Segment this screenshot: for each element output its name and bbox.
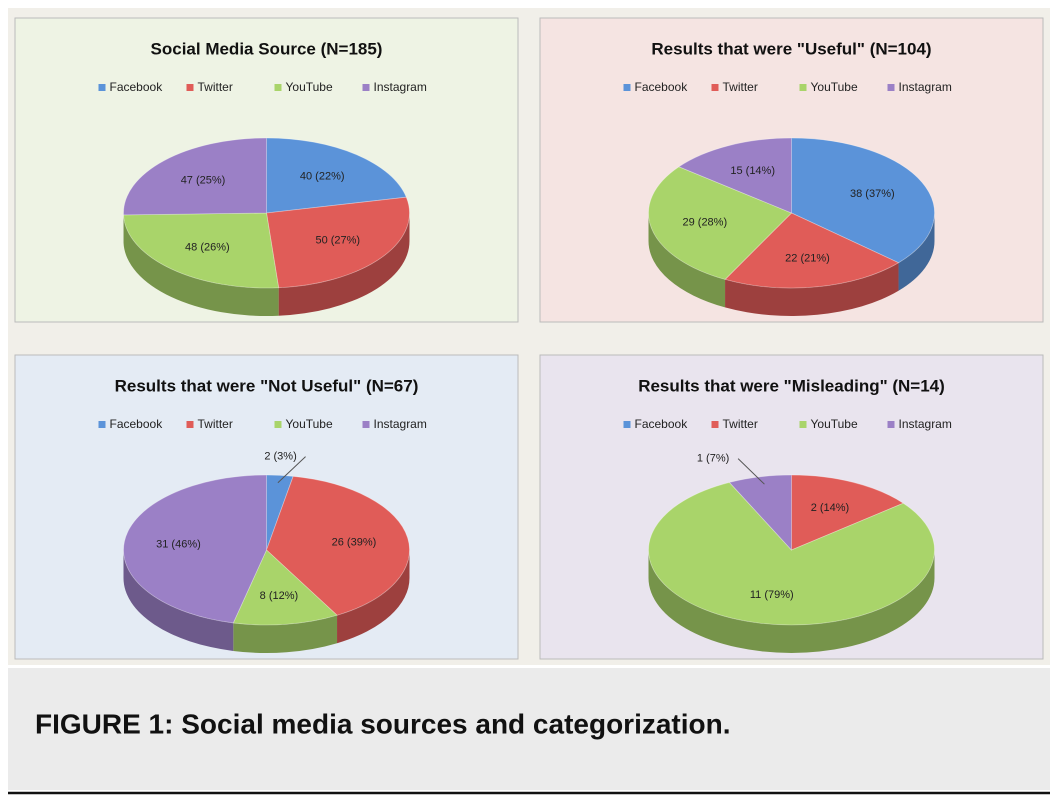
slice-side bbox=[123, 550, 234, 651]
data-label: 38 (37%) bbox=[850, 188, 895, 200]
slice bbox=[648, 481, 935, 626]
legend-label: Facebook bbox=[635, 80, 689, 94]
slice bbox=[266, 474, 294, 551]
data-label: 22 (21%) bbox=[785, 253, 830, 265]
legend-label: Twitter bbox=[198, 80, 233, 94]
data-label: 8 (12%) bbox=[260, 590, 299, 602]
legend-label: Instagram bbox=[899, 417, 952, 431]
data-label: 50 (27%) bbox=[315, 235, 360, 247]
legend-swatch bbox=[274, 421, 282, 428]
legend-label: Instagram bbox=[899, 80, 952, 94]
legend-label: YouTube bbox=[286, 417, 333, 431]
data-label: 47 (25%) bbox=[181, 174, 226, 186]
legend-label: Instagram bbox=[374, 417, 427, 431]
slice-side bbox=[337, 550, 410, 644]
data-label: 2 (14%) bbox=[811, 502, 850, 514]
slice-side bbox=[233, 615, 338, 653]
slice bbox=[728, 474, 792, 552]
slice-side bbox=[648, 550, 935, 653]
legend-swatch bbox=[362, 421, 370, 428]
legend-swatch bbox=[711, 84, 719, 91]
legend-label: Facebook bbox=[110, 417, 164, 431]
legend-label: Facebook bbox=[110, 80, 164, 94]
data-label: 2 (3%) bbox=[264, 451, 296, 463]
legend-label: Instagram bbox=[374, 80, 427, 94]
legend-swatch bbox=[98, 84, 106, 91]
legend-swatch bbox=[799, 421, 807, 428]
data-label: 31 (46%) bbox=[156, 538, 201, 550]
data-label: 1 (7%) bbox=[697, 453, 729, 465]
slice bbox=[123, 212, 280, 289]
data-label: 26 (39%) bbox=[332, 536, 377, 548]
slice bbox=[266, 137, 407, 214]
slice-side bbox=[725, 262, 899, 316]
slice-side bbox=[278, 213, 410, 316]
legend-swatch bbox=[711, 421, 719, 428]
legend-label: Twitter bbox=[723, 80, 758, 94]
slice bbox=[648, 166, 793, 280]
legend-swatch bbox=[799, 84, 807, 91]
data-label: 40 (22%) bbox=[300, 171, 345, 183]
legend-label: Twitter bbox=[198, 417, 233, 431]
slice bbox=[123, 474, 267, 624]
slice bbox=[678, 137, 792, 214]
legend-label: YouTube bbox=[811, 417, 858, 431]
legend-label: YouTube bbox=[286, 80, 333, 94]
chart-title: Results that were "Useful" (N=104) bbox=[651, 39, 931, 58]
caption-band bbox=[8, 668, 1050, 790]
legend-label: YouTube bbox=[811, 80, 858, 94]
data-label: 48 (26%) bbox=[185, 242, 230, 254]
legend-swatch bbox=[274, 84, 282, 91]
legend-label: Facebook bbox=[635, 417, 689, 431]
slice-side bbox=[898, 213, 935, 291]
slice bbox=[266, 196, 410, 289]
legend-swatch bbox=[887, 84, 895, 91]
legend-swatch bbox=[186, 84, 194, 91]
caption: FIGURE 1: Social media sources and categ… bbox=[35, 708, 731, 739]
slice bbox=[791, 474, 905, 551]
legend-swatch bbox=[186, 421, 194, 428]
data-label: 15 (14%) bbox=[730, 165, 775, 177]
slice-side bbox=[648, 213, 726, 308]
legend-swatch bbox=[887, 421, 895, 428]
chart-title: Results that were "Not Useful" (N=67) bbox=[115, 376, 419, 395]
leader-line bbox=[737, 458, 765, 485]
slice bbox=[724, 212, 900, 289]
legend-swatch bbox=[623, 421, 631, 428]
legend-swatch bbox=[623, 84, 631, 91]
leader-line bbox=[277, 456, 306, 484]
data-label: 11 (79%) bbox=[750, 589, 794, 601]
chart-title: Results that were "Misleading" (N=14) bbox=[638, 376, 945, 395]
slice bbox=[123, 137, 267, 216]
legend-swatch bbox=[98, 421, 106, 428]
slice bbox=[232, 549, 338, 626]
legend-label: Twitter bbox=[723, 417, 758, 431]
legend-swatch bbox=[362, 84, 370, 91]
slice-side bbox=[123, 214, 279, 316]
slice bbox=[266, 475, 410, 616]
data-label: 29 (28%) bbox=[682, 217, 727, 229]
chart-title: Social Media Source (N=185) bbox=[151, 39, 383, 58]
slice bbox=[791, 137, 935, 264]
